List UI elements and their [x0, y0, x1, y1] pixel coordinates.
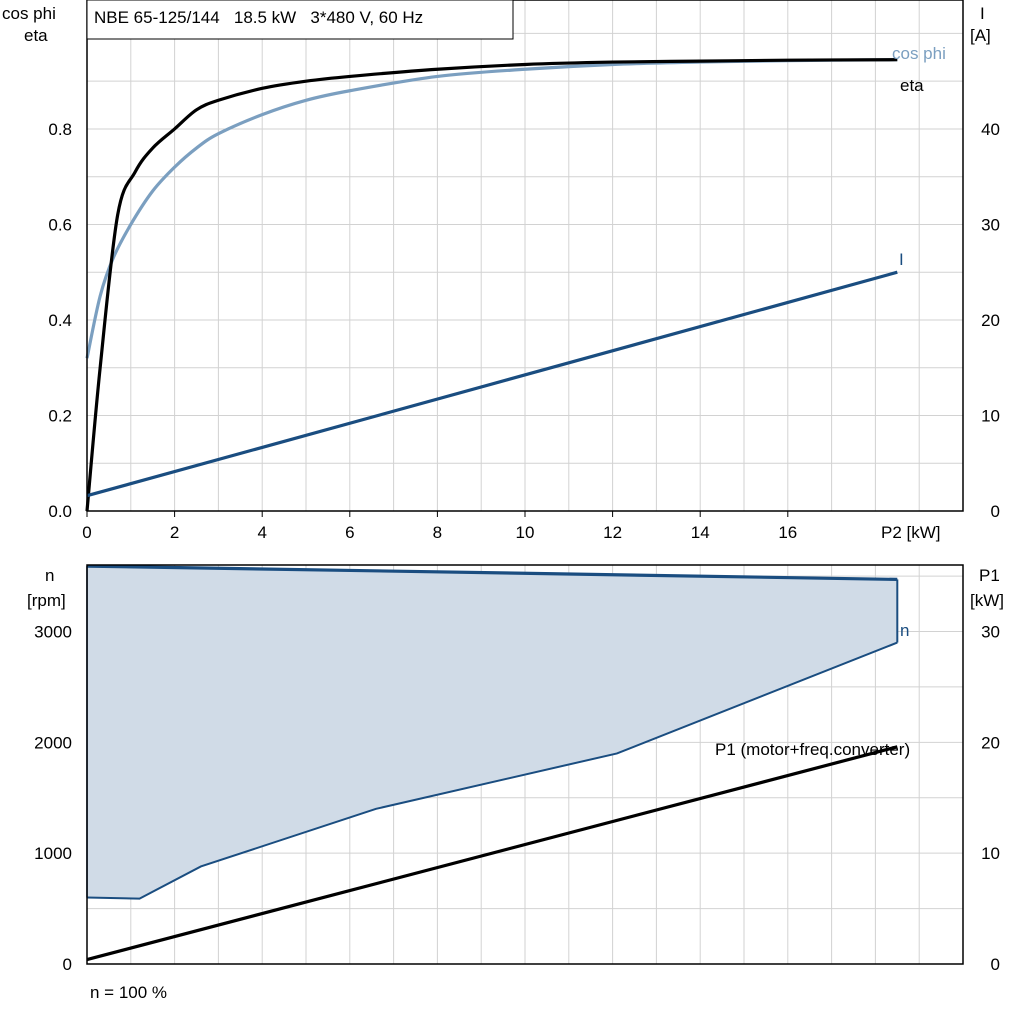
top-y-left-label-2: eta	[24, 26, 48, 45]
top-x-tick-label: 12	[603, 523, 622, 542]
bottom-y-right-label-1: P1	[979, 566, 1000, 585]
bottom-y-left-tick-label: 3000	[34, 623, 72, 642]
speed-minimum-boundary	[86, 641, 898, 900]
top-y-right-tick-label: 10	[981, 406, 1000, 425]
series-label-eta: eta	[900, 76, 924, 95]
bottom-y-right-tick-label: 0	[991, 955, 1000, 974]
top-x-axis-label: P2 [kW]	[881, 523, 941, 542]
top-y-right-tick-label: 30	[981, 215, 1000, 234]
series-label-cos-phi: cos phi	[892, 44, 946, 63]
top-x-tick-label: 0	[82, 523, 91, 542]
bottom-chart-series	[86, 564, 899, 962]
top-y-left-label-1: cos phi	[2, 4, 56, 23]
top-y-right-label-2: [A]	[970, 26, 991, 45]
bottom-y-left-tick-label: 1000	[34, 844, 72, 863]
bottom-chart-plot-area	[86, 564, 964, 965]
top-y-left-tick-label: 0.0	[48, 502, 72, 521]
chart-title-box	[86, 0, 514, 40]
series-label-p1: P1 (motor+freq.converter)	[715, 740, 910, 759]
bottom-y-right-label-2: [kW]	[970, 591, 1004, 610]
bottom-y-right-tick-label: 20	[981, 733, 1000, 752]
bottom-chart-ticks: 0 1000 2000 3000 0 10 20 30	[34, 623, 1000, 975]
top-y-left-tick-label: 0.4	[48, 311, 72, 330]
top-y-right-tick-label: 40	[981, 120, 1000, 139]
top-chart-ticks: 0 2 4 6 8 10 12 14 16 0.0 0.2 0.4 0.6 0.8 0 10 20 30 40	[48, 120, 1000, 542]
speed-operating-range-area	[87, 566, 898, 899]
top-chart-grid	[87, 0, 963, 511]
top-x-tick-label: 10	[516, 523, 535, 542]
top-x-tick-label: 14	[691, 523, 710, 542]
top-y-right-label-1: I	[980, 4, 985, 23]
bottom-y-left-tick-label: 0	[63, 955, 72, 974]
bottom-y-left-label-2: [rpm]	[27, 591, 66, 610]
top-y-left-tick-label: 0.8	[48, 120, 72, 139]
top-x-tick-label: 16	[778, 523, 797, 542]
chart-title: NBE 65-125/144 18.5 kW 3*480 V, 60 Hz	[94, 8, 423, 27]
top-x-tick-label: 4	[257, 523, 266, 542]
series-label-speed: n	[900, 621, 909, 640]
eta-curve	[85, 58, 898, 512]
top-y-left-tick-label: 0.6	[48, 215, 72, 234]
top-y-right-tick-label: 20	[981, 311, 1000, 330]
bottom-y-right-tick-label: 30	[981, 623, 1000, 642]
bottom-y-left-label-1: n	[45, 566, 54, 585]
series-label-current: I	[899, 250, 904, 269]
top-y-left-tick-label: 0.2	[48, 406, 72, 425]
p1-power-line	[86, 745, 898, 962]
top-x-tick-label: 2	[170, 523, 179, 542]
top-x-tick-label: 6	[345, 523, 354, 542]
top-chart-series	[85, 58, 898, 512]
bottom-y-left-tick-label: 2000	[34, 733, 72, 752]
top-y-right-tick-label: 0	[991, 502, 1000, 521]
speed-annotation: n = 100 %	[90, 983, 167, 1002]
speed-line	[86, 564, 898, 582]
top-x-tick-label: 8	[433, 523, 442, 542]
bottom-y-right-tick-label: 10	[981, 844, 1000, 863]
current-line	[86, 270, 898, 498]
